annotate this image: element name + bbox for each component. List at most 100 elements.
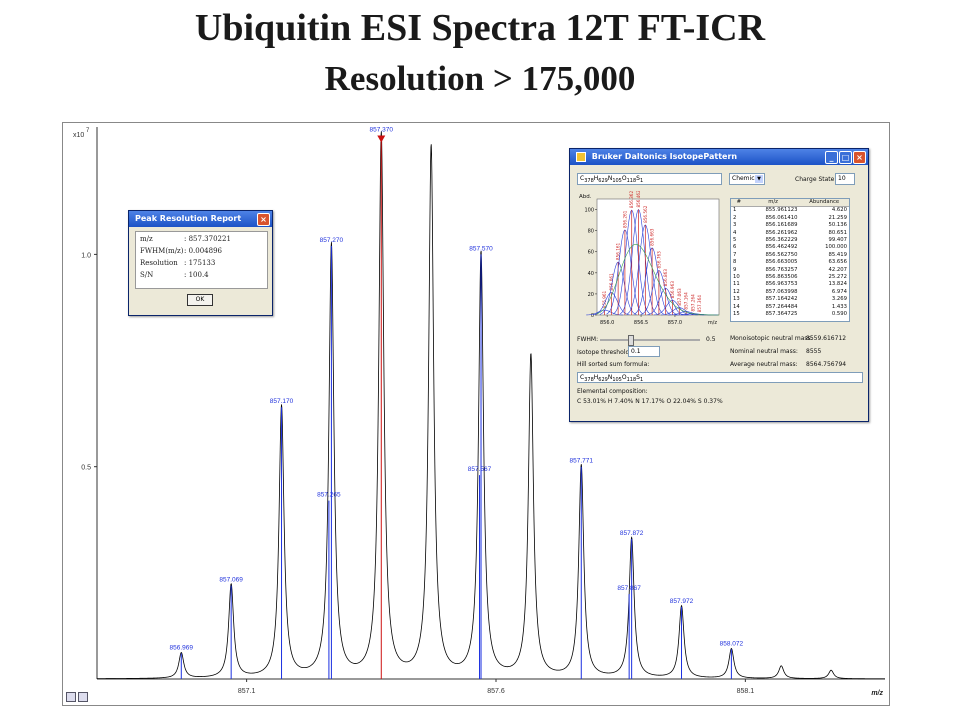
peak-label: 857.872 [620, 530, 644, 537]
charge-state-label: Charge State: [795, 176, 837, 183]
fwhm-slider-handle[interactable] [628, 335, 634, 346]
iso-y-tick-label: 60 [588, 250, 594, 256]
iso-peak-label: 855.961 [602, 290, 607, 308]
table-row[interactable]: 11 856.963753 13.824 [731, 281, 849, 288]
table-cell: 13.824 [828, 281, 847, 288]
table-row[interactable]: 9 856.763257 42.207 [731, 267, 849, 274]
iso-isotope-curve [592, 292, 630, 316]
iso-app-icon [576, 151, 586, 162]
table-cell: 10 [733, 274, 740, 281]
peak-label: 857.771 [570, 458, 594, 465]
table-row[interactable]: 3 856.161689 50.136 [731, 222, 849, 229]
table-row[interactable]: 15 857.364725 0.590 [731, 311, 849, 318]
average-mass-label: Average neutral mass: [730, 361, 798, 368]
fwhm-slider-track[interactable] [600, 339, 700, 341]
peak-label: 857.170 [270, 398, 294, 405]
table-cell: 857.364725 [765, 311, 798, 318]
minimize-icon[interactable]: _ [825, 151, 838, 164]
table-header-cell[interactable]: m/z [746, 199, 800, 208]
table-cell: 85.419 [828, 251, 847, 258]
table-row[interactable]: 2 856.061410 21.259 [731, 215, 849, 222]
hill-formula-text: C378H629N105O118S1 [580, 374, 644, 384]
isotope-table[interactable]: # m/z Abundance 1 855.961123 4.620 2 856.06141… [730, 198, 850, 322]
ok-button[interactable]: OK [187, 294, 213, 306]
isotope-pattern-dialog[interactable]: Bruker Daltonics IsotopePattern _ □ × C3… [569, 148, 869, 422]
average-mass-value: 8564.756794 [806, 361, 847, 368]
peak-report-value: : 0.004896 [184, 247, 222, 255]
iso-peak-label: 857.364 [697, 295, 702, 313]
table-row[interactable]: 13 857.164242 3.269 [731, 296, 849, 303]
iso-y-tick-label: 100 [584, 208, 594, 214]
y-exponent-label: x10 [73, 132, 84, 139]
peak-label: 858.072 [720, 640, 744, 647]
charge-state-value: 10 [838, 175, 846, 182]
peak-report-label: FWHM(m/z) [140, 247, 184, 255]
isotope-threshold-input[interactable]: 0.1 [628, 346, 660, 357]
table-row[interactable]: 12 857.063998 6.974 [731, 289, 849, 296]
iso-peak-label: 857.264 [690, 294, 695, 312]
table-cell: 8 [733, 259, 737, 266]
x-tick-label: 857.6 [487, 688, 505, 695]
iso-y-tick-label: 80 [588, 229, 594, 235]
chevron-down-icon[interactable]: ▼ [755, 175, 763, 183]
iso-isotope-curve [626, 224, 664, 315]
table-row[interactable]: 4 856.261962 80.651 [731, 230, 849, 237]
hill-formula-field[interactable]: C378H629N105O118S1 [577, 372, 863, 383]
mode-select[interactable]: Chemical ▼ [729, 173, 765, 185]
table-row[interactable]: 14 857.264484 1.433 [731, 304, 849, 311]
iso-envelope-line [596, 244, 719, 316]
iso-peak-label: 856.362 [629, 191, 634, 208]
table-cell: 11 [733, 281, 740, 288]
zoom-icon[interactable] [66, 692, 76, 702]
close-icon[interactable]: × [853, 151, 866, 164]
mono-mass-value: 8559.616712 [806, 335, 847, 342]
table-row[interactable]: 8 856.663005 63.656 [731, 259, 849, 266]
table-cell: 13 [733, 296, 740, 303]
spectrum-profile-line [97, 131, 885, 680]
pan-icon[interactable] [78, 692, 88, 702]
table-cell: 2 [733, 214, 737, 221]
iso-y-tick-label: 20 [588, 292, 594, 298]
formula-input[interactable]: C378H629N105O118S1 [577, 173, 722, 185]
slide-title-line2: Resolution > 175,000 [324, 58, 636, 98]
iso-peak-label: 856.462 [636, 191, 641, 208]
table-cell: 6 [733, 244, 737, 251]
peak-report-label: m/z [140, 235, 153, 243]
isotope-pattern-chart[interactable]: Abd. 0 20 40 60 80 100 856.0 856.5 857.0 m/z 855.96… [577, 191, 723, 337]
table-row[interactable]: 10 856.863506 25.272 [731, 274, 849, 281]
iso-y-label: Abd. [579, 194, 592, 200]
table-cell: 15 [733, 311, 740, 318]
peak-report-value: : 100.4 [184, 271, 209, 279]
table-cell: 42.207 [828, 266, 847, 273]
charge-state-input[interactable]: 10 [835, 173, 855, 185]
table-cell: 856.261962 [765, 229, 798, 236]
table-cell: 25.272 [828, 274, 847, 281]
hill-formula-label: Hill sorted sum formula: [577, 361, 650, 368]
iso-peak-label: 856.863 [663, 269, 668, 287]
x-axis-label: m/z [871, 690, 883, 697]
iso-y-tick-label: 0 [591, 313, 594, 319]
peak-label: 857.270 [320, 237, 344, 244]
iso-peak-label: 856.061 [609, 273, 614, 291]
table-row[interactable]: 5 856.362229 99.407 [731, 237, 849, 244]
maximize-icon[interactable]: □ [839, 151, 852, 164]
slide-title: Ubiquitin ESI Spectra 12T FT-ICR Resolut… [0, 6, 960, 100]
table-header-cell[interactable]: Abundance [799, 199, 849, 208]
close-icon[interactable]: × [257, 213, 270, 226]
table-row[interactable]: 1 855.961123 4.620 [731, 207, 849, 215]
isotope-titlebar[interactable]: Bruker Daltonics IsotopePattern _ □ × [570, 149, 868, 165]
table-row[interactable]: 7 856.562750 85.419 [731, 252, 849, 259]
y-tick-label: 1.0 [81, 252, 91, 259]
table-cell: 100.000 [825, 244, 847, 251]
iso-isotope-curve [633, 247, 671, 315]
peak-report-titlebar[interactable]: Peak Resolution Report × [129, 211, 272, 227]
table-cell: 857.063998 [765, 288, 798, 295]
peak-label: 856.969 [170, 645, 194, 652]
table-header-cell[interactable]: # [731, 199, 747, 208]
peak-resolution-report-dialog[interactable]: Peak Resolution Report × m/z : 857.37022… [128, 210, 273, 316]
fwhm-value: 0.5 [706, 336, 716, 343]
table-row[interactable]: 6 856.462492 100.000 [731, 244, 849, 251]
iso-x-tick-label: 856.5 [634, 320, 648, 326]
table-cell: 856.963753 [765, 281, 798, 288]
